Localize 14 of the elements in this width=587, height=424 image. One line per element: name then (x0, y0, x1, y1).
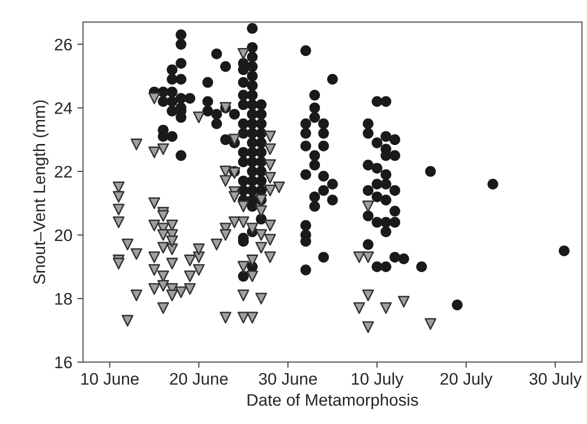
y-tick-label: 20 (54, 229, 72, 242)
x-tick-label: 20 June (170, 372, 228, 385)
x-tick-label: 10 July (352, 372, 404, 388)
y-tick-label: 26 (54, 38, 72, 50)
x-tick-label: 30 June (258, 372, 317, 385)
x-tick-label: 30 July (529, 372, 582, 388)
y-axis-title: Snout–Vent Length (mm) (32, 100, 48, 284)
x-tick-label: 20 July (440, 372, 492, 388)
y-tick-label: 18 (55, 292, 72, 305)
y-tick-label: 24 (54, 102, 72, 114)
y-tick-label: 16 (55, 356, 72, 368)
y-tick-label: 22 (54, 166, 72, 178)
x-tick-label: 10 June (81, 372, 139, 385)
x-axis-title: Date of Metamorphosis (248, 394, 418, 410)
